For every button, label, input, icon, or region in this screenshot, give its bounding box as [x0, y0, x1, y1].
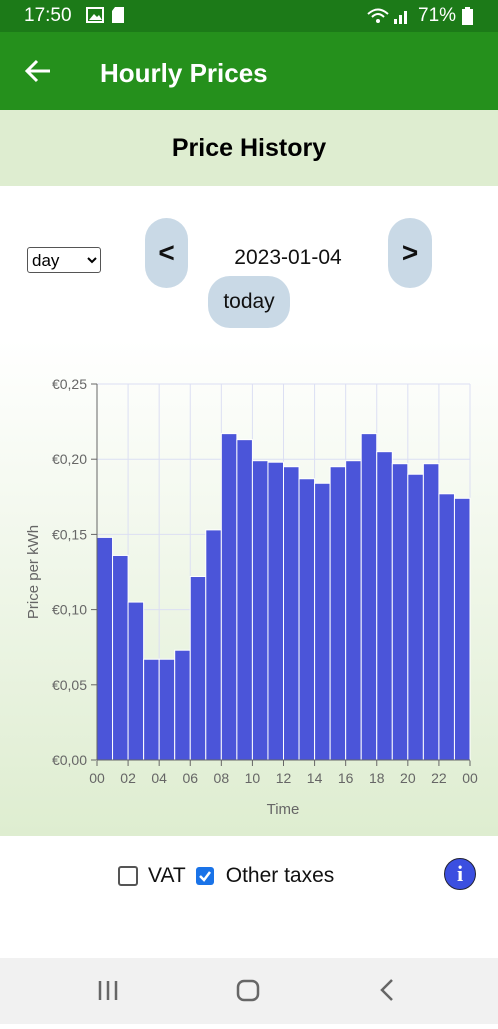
- nav-icons: [98, 979, 393, 1002]
- other-taxes-label: Other taxes: [225, 864, 335, 887]
- x-tick-label: 08: [214, 770, 230, 786]
- nav-bar: [0, 958, 498, 1024]
- bar: [438, 493, 455, 761]
- check-mark: [198, 871, 211, 882]
- signal-icons: [367, 8, 407, 24]
- bar: [391, 463, 409, 761]
- x-tick-label: 16: [338, 770, 354, 786]
- bar: [283, 466, 300, 761]
- status-icons: [86, 7, 124, 23]
- y-tick-label: €0,20: [52, 451, 87, 467]
- back-button[interactable]: [24, 58, 52, 84]
- bar: [127, 601, 145, 761]
- bar: [174, 649, 191, 761]
- x-tick-label: 12: [276, 770, 292, 786]
- y-tick-label: €0,10: [52, 602, 87, 618]
- y-tick-label: €0,15: [52, 526, 87, 542]
- x-tick-label: 18: [369, 770, 385, 786]
- vat-checkbox[interactable]: [118, 866, 138, 886]
- options: VAT Other taxes: [118, 864, 334, 888]
- x-tick-label: 14: [307, 770, 323, 786]
- bar: [112, 554, 129, 761]
- prev-button[interactable]: <: [145, 218, 188, 288]
- bar: [376, 451, 393, 761]
- next-button[interactable]: >: [388, 218, 432, 288]
- app-title: Hourly Prices: [100, 58, 268, 88]
- bar: [267, 461, 285, 761]
- y-tick-label: €0,25: [52, 376, 87, 392]
- bar: [220, 433, 238, 761]
- bar: [96, 536, 114, 761]
- battery-level: 71%: [418, 5, 457, 26]
- bar: [298, 478, 316, 761]
- bar: [205, 529, 222, 761]
- vat-label: VAT: [148, 864, 186, 887]
- bar: [329, 466, 347, 761]
- today-button[interactable]: today: [208, 276, 290, 328]
- x-tick-label: 04: [151, 770, 167, 786]
- bar: [345, 460, 362, 761]
- battery-icon: [462, 7, 473, 25]
- y-tick-label: €0,00: [52, 752, 87, 768]
- x-tick-label: 00: [462, 770, 478, 786]
- chart: Time Price per kWh €0,00 €0,05 €0,10 €0,15 €…: [0, 340, 498, 836]
- app-bar: Hourly Prices: [0, 32, 498, 110]
- x-tick-label: 00: [89, 770, 105, 786]
- section-title: Price History: [0, 110, 498, 186]
- info-button[interactable]: i: [444, 858, 476, 890]
- status-bar: 17:50 71%: [0, 0, 498, 32]
- bar: [360, 433, 378, 761]
- bar: [143, 658, 160, 761]
- bar: [422, 463, 440, 761]
- x-axis-label: Time: [267, 801, 300, 818]
- bar: [314, 482, 331, 761]
- period-select[interactable]: day: [27, 247, 101, 273]
- x-tick-label: 02: [120, 770, 136, 786]
- bar: [453, 497, 471, 761]
- bar: [251, 460, 269, 761]
- bar: [236, 439, 253, 761]
- bar: [189, 576, 207, 761]
- y-axis-label: Price per kWh: [25, 525, 42, 619]
- x-tick-label: 22: [431, 770, 447, 786]
- other-taxes-checkbox[interactable]: [195, 867, 214, 885]
- clock: 17:50: [24, 5, 72, 26]
- x-tick-label: 10: [245, 770, 261, 786]
- y-tick-label: €0,05: [52, 677, 87, 693]
- bar: [158, 658, 176, 761]
- bar: [407, 473, 424, 761]
- date-label: 2023-01-04: [234, 246, 342, 269]
- x-tick-label: 06: [182, 770, 198, 786]
- x-tick-label: 20: [400, 770, 416, 786]
